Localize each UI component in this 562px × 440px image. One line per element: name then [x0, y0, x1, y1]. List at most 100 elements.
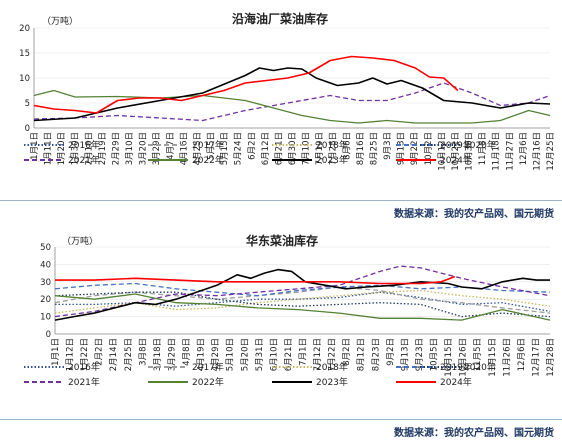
y-tick-label: 5	[25, 99, 30, 109]
x-tick-label: 5月31日	[255, 338, 265, 371]
legend-label-2018: 2018年	[316, 139, 348, 151]
x-tick-label: 2月14日	[109, 338, 119, 371]
x-tick-label: 12月25日	[546, 132, 556, 171]
series-line-2019	[54, 282, 551, 297]
chart-title: 沿海油厂菜油库存	[232, 12, 329, 26]
legend-label-2021: 2021年	[68, 376, 100, 388]
x-tick-label: 8月16日	[356, 132, 366, 165]
x-tick-label: 10月2日	[424, 132, 434, 165]
x-tick-label: 7月22日	[328, 338, 338, 371]
x-tick-label: 11月18日	[492, 132, 502, 171]
chart-panel-coastal: 沿海油厂菜油库存 （万吨） 051015201月1日1月11日1月20日1月30…	[0, 0, 562, 200]
x-tick-label: 10月30日	[465, 132, 475, 171]
x-tick-label: 12月6日	[519, 132, 529, 165]
x-tick-label: 1月22日	[80, 338, 90, 371]
legend-label-2024: 2024年	[440, 376, 472, 388]
x-tick-label: 10月5日	[430, 338, 440, 371]
x-tick-label: 11月8日	[478, 132, 488, 165]
x-tick-label: 1月12日	[66, 338, 76, 371]
legend-label-2017: 2017年	[192, 361, 224, 373]
x-tick-label: 5月24日	[234, 132, 244, 165]
x-tick-label: 6月10日	[269, 338, 279, 371]
x-tick-label: 3月29日	[167, 338, 177, 371]
x-tick-label: 12月17日	[531, 338, 541, 377]
x-tick-label: 4月29日	[211, 338, 221, 371]
y-tick-label: 10	[40, 313, 51, 323]
series-line-2024	[55, 275, 456, 285]
x-tick-label: 8月6日	[342, 132, 352, 160]
x-tick-label: 8月12日	[357, 338, 367, 371]
x-tick-label: 2月19日	[98, 132, 108, 165]
legend-label-2020: 2020年	[464, 139, 496, 151]
x-tick-label: 7月12日	[313, 338, 323, 371]
x-tick-label: 8月23日	[371, 338, 381, 371]
series-line-2017	[54, 286, 551, 314]
legend-label-2024: 2024年	[440, 154, 472, 166]
x-tick-label: 3月20日	[139, 132, 149, 165]
y-tick-label: 0	[46, 330, 51, 340]
x-tick-label: 3月10日	[125, 132, 135, 165]
x-tick-label: 7月28日	[329, 132, 339, 165]
source-bar: 数据来源：我的农产品网、国元期货	[0, 419, 562, 440]
chart-panel-east-china: 华东菜油库存 （万吨） 0 10 20 30 40 50 1月1日 1月12日 1月22日 2月2…	[0, 222, 562, 422]
x-tick-label: 11月5日	[473, 338, 483, 371]
source-bar: 数据来源：我的农产品网、国元期货	[0, 200, 562, 221]
x-tick-label: 5月20日	[240, 338, 250, 371]
x-tick-label: 1月20日	[57, 132, 67, 165]
y-tick-label: 0	[25, 124, 30, 134]
x-tick-label: 10月26日	[459, 338, 469, 377]
y-tick-label: 40	[40, 260, 51, 270]
legend-label-2020: 2020年	[464, 361, 496, 373]
chart-svg-coastal: 051015201月1日1月11日1月20日1月30日2月10日2月19日2月2…	[19, 24, 556, 171]
series-line-2024	[33, 55, 459, 114]
x-tick-label: 11月26日	[502, 338, 512, 377]
x-tick-label: 6月21日	[274, 132, 284, 165]
chart-svg-east-china: 0 10 20 30 40 50 1月1日 1月12日 1月22日 2月2日 2月14日 2月25日 3…	[24, 243, 556, 388]
data-source: 数据来源：我的农产品网、国元期货	[394, 428, 554, 439]
x-tick-label: 8月25日	[369, 132, 379, 165]
x-tick-label: 3月18日	[153, 338, 163, 371]
x-tick-label: 5月5日	[207, 132, 217, 160]
x-tick-label: 9月2日	[386, 338, 396, 366]
x-tick-label: 6月30日	[288, 132, 298, 165]
x-tick-label: 1月11日	[44, 132, 54, 165]
x-tick-label: 6月2日	[247, 132, 257, 160]
x-tick-label: 10月15日	[444, 338, 454, 377]
series-line-2022	[54, 293, 551, 321]
x-tick-label: 6月12日	[261, 132, 271, 165]
x-tick-label: 4月25日	[193, 132, 203, 165]
x-tick-label: 1月1日	[51, 338, 61, 366]
chart-title: 华东菜油库存	[246, 234, 319, 248]
x-tick-label: 7月10日	[302, 132, 312, 165]
x-tick-label: 7月1日	[299, 338, 309, 366]
legend-label-2023: 2023年	[316, 154, 348, 166]
x-tick-label: 5月15日	[220, 132, 230, 165]
x-tick-label: 11月27日	[505, 132, 515, 171]
x-tick-label: 9月23日	[415, 338, 425, 371]
series-line-2021	[33, 82, 551, 122]
y-tick-label: 50	[40, 243, 51, 253]
x-tick-label: 12月6日	[517, 338, 527, 371]
legend-label-2016: 2016年	[68, 361, 100, 373]
x-tick-label: 9月22日	[410, 132, 420, 165]
series-line-2023	[54, 268, 550, 321]
y-axis-unit: （万吨）	[42, 17, 79, 27]
x-tick-label: 8月2日	[342, 338, 352, 366]
x-tick-label: 4月7日	[166, 132, 176, 160]
legend-label-2022: 2022年	[192, 154, 224, 166]
x-tick-label: 2月29日	[111, 132, 121, 165]
x-tick-label: 9月13日	[397, 132, 407, 165]
x-tick-label: 5月10日	[226, 338, 236, 371]
x-tick-label: 2月2日	[95, 338, 105, 366]
data-source: 数据来源：我的农产品网、国元期货	[394, 209, 554, 220]
x-tick-label: 6月21日	[284, 338, 294, 371]
x-tick-label: 3月29日	[152, 132, 162, 165]
x-tick-label: 7月19日	[315, 132, 325, 165]
x-tick-label: 9月3日	[383, 132, 393, 160]
y-tick-label: 20	[19, 24, 30, 34]
legend-label-2021: 2021年	[68, 154, 100, 166]
x-tick-label: 4月16日	[179, 132, 189, 165]
x-tick-label: 10月12日	[437, 132, 447, 171]
y-tick-label: 15	[19, 49, 30, 59]
x-tick-label: 4月8日	[182, 338, 192, 366]
